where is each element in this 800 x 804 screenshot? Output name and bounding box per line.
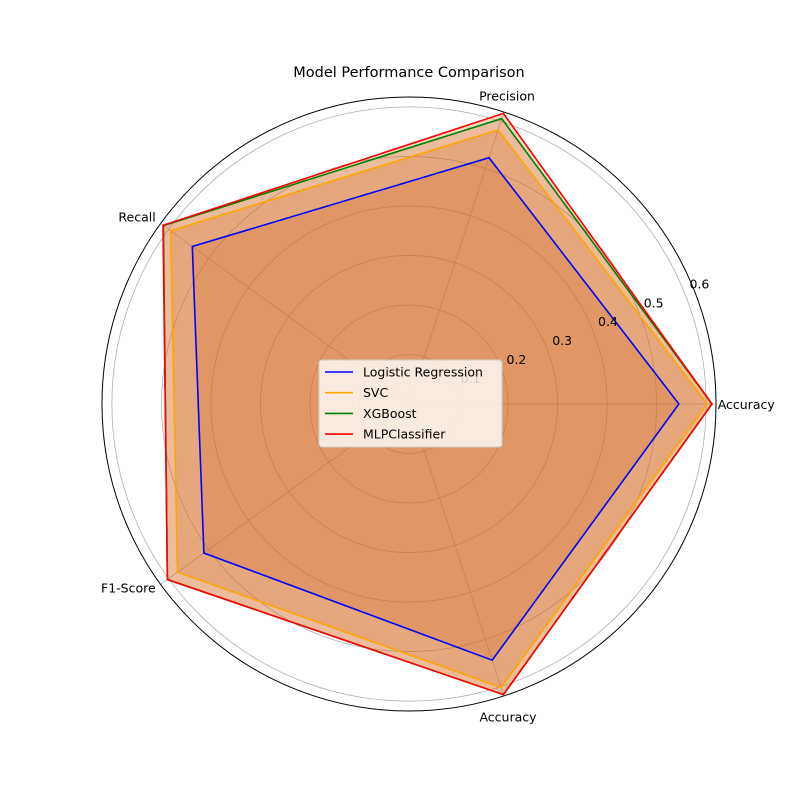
axis-label-3: F1-Score [101,581,156,596]
series-layer [162,112,713,696]
radial-tick-label-5: 0.6 [690,276,710,291]
radial-tick-label-1: 0.2 [507,352,527,367]
series-line-1 [169,128,709,689]
grid-spoke-1 [408,111,505,405]
legend-label-3: MLPClassifier [363,427,446,442]
radial-tick-label-4: 0.5 [644,295,664,310]
legend-label-2: XGBoost [363,406,417,421]
axis-label-4: Accuracy [479,710,537,725]
legend-label-1: SVC [363,385,388,400]
legend-box [318,359,503,448]
legend: Logistic Regression SVC XGBoost MLPClassifi… [318,359,503,448]
series-line-3 [162,112,713,696]
grid-spoke-4 [408,403,505,697]
axis-label-1: Precision [479,89,535,104]
radial-tick-label-3: 0.4 [598,314,618,329]
label-layer: Accuracy Precision Recall F1-Score Accuracy 0… [101,89,775,725]
legend-label-0: Logistic Regression [363,365,483,380]
series-line-0 [191,156,680,662]
axis-label-0: Accuracy [718,397,776,412]
polar-frame [101,96,717,712]
axis-label-2: Recall [118,209,155,224]
chart-title: Model Performance Comparison [293,65,524,81]
radial-tick-label-2: 0.3 [552,333,572,348]
